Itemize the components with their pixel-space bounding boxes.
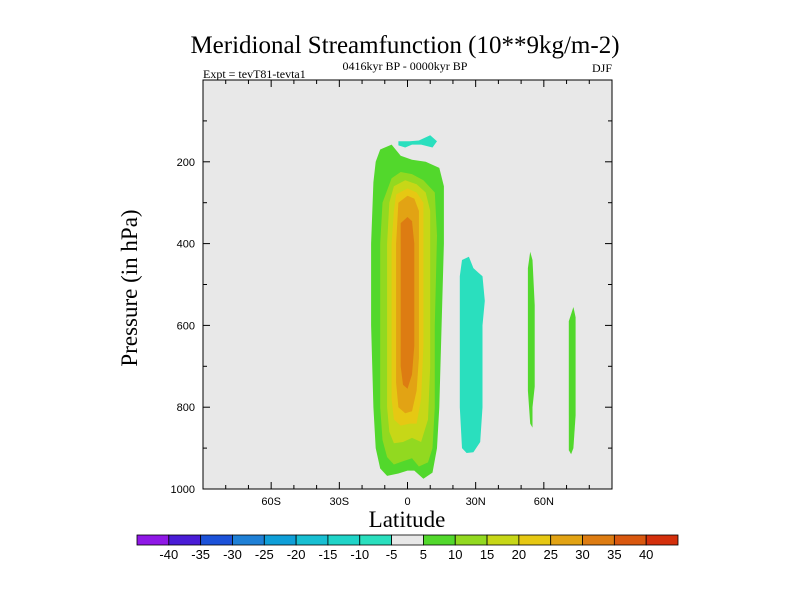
chart-title: Meridional Streamfunction (10**9kg/m-2) (190, 32, 619, 59)
colorbar-labels: -40 -35 -30 -25 -20 -15 -10 -5 5 10 15 20 25 30 35 40 (159, 547, 653, 562)
contour-upper-negative-blob (398, 135, 437, 148)
colorbar-label: -20 (287, 547, 306, 562)
colorbar-swatch (423, 534, 456, 546)
colorbar-label: 40 (639, 547, 653, 562)
colorbar-swatch (168, 534, 202, 546)
colorbar-label: 5 (420, 547, 427, 562)
contour-regions (371, 135, 576, 479)
colorbar-label: 35 (607, 547, 621, 562)
colorbar-swatch (613, 534, 647, 546)
colorbar-swatch (327, 534, 361, 546)
contour-pos-cell-72n (568, 307, 576, 455)
colorbar (136, 534, 679, 546)
colorbar-label: 10 (448, 547, 462, 562)
x-tick-label: 0 (404, 496, 410, 508)
colorbar-swatch (454, 534, 488, 546)
contour-main-cell-30 (400, 217, 415, 389)
period-label: 0416kyr BP - 0000kyr BP (343, 59, 468, 73)
y-tick-label: 800 (177, 402, 195, 414)
colorbar-label: -5 (386, 547, 398, 562)
colorbar-label: -15 (319, 547, 338, 562)
colorbar-swatch (486, 534, 520, 546)
x-tick-label: 60S (261, 496, 281, 508)
y-tick-label: 1000 (171, 484, 195, 496)
contour-neg-cell-30n (459, 256, 485, 453)
experiment-label: Expt = tevT81-tevta1 (203, 67, 306, 81)
colorbar-swatch (232, 534, 265, 546)
colorbar-label: -35 (191, 547, 210, 562)
contour-pos-cell-55n (527, 251, 535, 428)
colorbar-swatch (359, 534, 392, 546)
colorbar-swatch (200, 534, 233, 546)
colorbar-swatch (550, 534, 583, 546)
colorbar-swatch (263, 534, 297, 546)
y-tick-label: 200 (177, 157, 195, 169)
colorbar-swatch (518, 534, 552, 546)
x-axis-label: Latitude (369, 507, 446, 532)
colorbar-label: 30 (575, 547, 589, 562)
y-axis-label: Pressure (in hPa) (117, 209, 142, 366)
colorbar-swatch (582, 534, 615, 546)
colorbar-swatch (645, 534, 679, 546)
x-tick-label: 60N (534, 496, 554, 508)
colorbar-label: 20 (512, 547, 526, 562)
colorbar-label: -25 (255, 547, 274, 562)
colorbar-swatch (136, 534, 170, 546)
colorbar-swatch (391, 534, 424, 546)
colorbar-label: -10 (350, 547, 369, 562)
y-axis-ticks: 200 400 600 800 1000 (171, 120, 612, 496)
x-tick-label: 30N (466, 496, 486, 508)
x-tick-label: 30S (330, 496, 350, 508)
y-tick-label: 400 (177, 239, 195, 251)
colorbar-label: -40 (159, 547, 178, 562)
colorbar-label: 25 (543, 547, 557, 562)
season-label: DJF (592, 61, 612, 75)
colorbar-label: 15 (480, 547, 494, 562)
colorbar-label: -30 (223, 547, 242, 562)
colorbar-swatch (295, 534, 329, 546)
y-tick-label: 600 (177, 320, 195, 332)
x-axis-ticks: 60S 30S 0 30N 60N (225, 80, 590, 508)
